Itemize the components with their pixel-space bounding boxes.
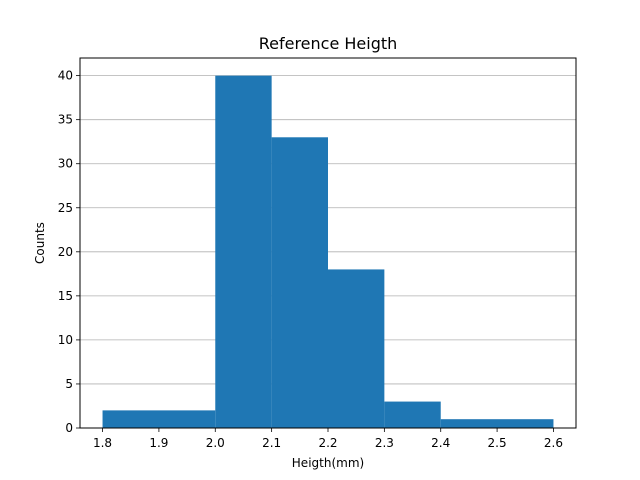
histogram-bar [215, 75, 272, 428]
x-tick-label: 1.9 [149, 436, 168, 450]
histogram-bar [440, 419, 554, 428]
x-tick-label: 2.4 [431, 436, 450, 450]
x-tick-label: 2.5 [488, 436, 507, 450]
x-tick-label: 2.1 [262, 436, 281, 450]
y-axis: 0 5 10 15 20 25 30 35 40 [58, 69, 80, 435]
x-tick-label: 1.8 [93, 436, 112, 450]
bars [102, 75, 554, 429]
y-tick-label: 25 [58, 201, 73, 215]
x-axis-label: Heigth(mm) [292, 456, 364, 470]
y-tick-label: 5 [65, 377, 73, 391]
histogram-bar [271, 137, 328, 429]
y-tick-label: 30 [58, 157, 73, 171]
histogram-bar [102, 410, 216, 428]
y-tick-label: 20 [58, 245, 73, 259]
x-tick-label: 2.6 [544, 436, 563, 450]
x-tick-label: 2.0 [206, 436, 225, 450]
histogram-bar [384, 401, 441, 428]
histogram-bar [328, 269, 385, 428]
x-axis: 1.8 1.9 2.0 2.1 2.2 2.3 2.4 2.5 2.6 [93, 428, 563, 450]
y-axis-label: Counts [33, 222, 47, 264]
y-tick-label: 10 [58, 333, 73, 347]
y-tick-label: 35 [58, 113, 73, 127]
x-tick-label: 2.3 [375, 436, 394, 450]
y-tick-label: 0 [65, 421, 73, 435]
chart-title: Reference Heigth [259, 34, 398, 53]
y-tick-label: 40 [58, 69, 73, 83]
y-tick-label: 15 [58, 289, 73, 303]
x-tick-label: 2.2 [318, 436, 337, 450]
